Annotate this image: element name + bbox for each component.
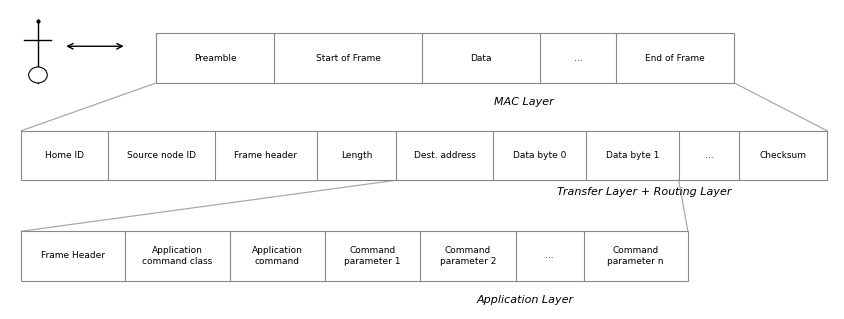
Text: Transfer Layer + Routing Layer: Transfer Layer + Routing Layer [557, 187, 732, 197]
Bar [21, 131, 827, 180]
Text: Data byte 1: Data byte 1 [606, 151, 659, 160]
Text: Application
command class: Application command class [143, 246, 213, 266]
Text: Source node ID: Source node ID [127, 151, 196, 160]
Text: Dest. address: Dest. address [414, 151, 475, 160]
Text: Data byte 0: Data byte 0 [513, 151, 566, 160]
Text: Command
parameter n: Command parameter n [608, 246, 664, 266]
Text: Command
parameter 1: Command parameter 1 [344, 246, 401, 266]
Text: Preamble: Preamble [194, 54, 236, 63]
Text: Frame header: Frame header [235, 151, 297, 160]
Text: Frame Header: Frame Header [41, 251, 106, 261]
Text: Data: Data [470, 54, 492, 63]
Text: End of Frame: End of Frame [646, 54, 705, 63]
Text: ...: ... [705, 151, 713, 160]
Bar [156, 33, 734, 83]
Text: Length: Length [341, 151, 372, 160]
Text: Home ID: Home ID [46, 151, 84, 160]
Text: Application Layer: Application Layer [477, 295, 574, 305]
Text: Command
parameter 2: Command parameter 2 [440, 246, 496, 266]
Text: Application
command: Application command [252, 246, 303, 266]
Text: ...: ... [574, 54, 582, 63]
Bar [21, 231, 688, 281]
Text: ...: ... [545, 251, 554, 261]
Text: MAC Layer: MAC Layer [494, 97, 554, 107]
Text: Start of Frame: Start of Frame [316, 54, 381, 63]
Text: Checksum: Checksum [760, 151, 807, 160]
Ellipse shape [29, 67, 47, 83]
